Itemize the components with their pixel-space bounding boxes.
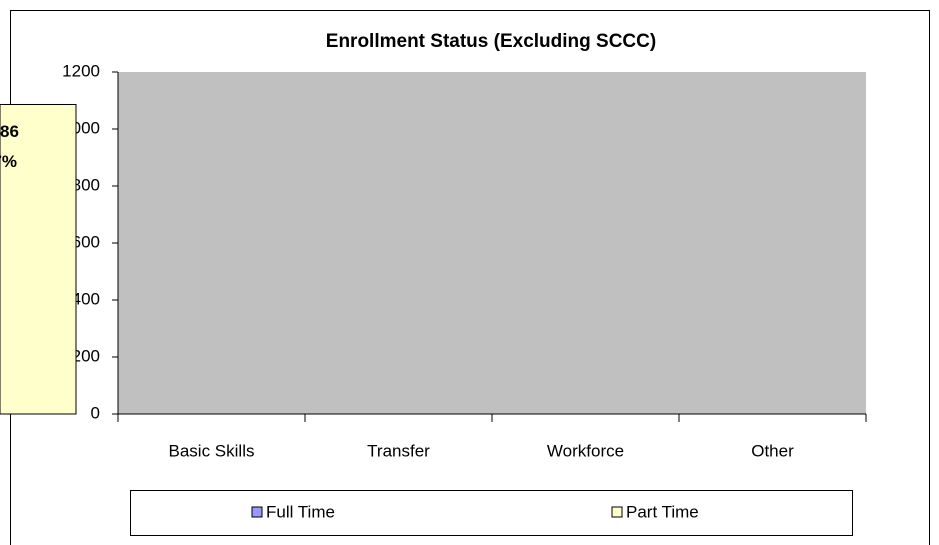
x-tick-label: Other (751, 441, 794, 460)
bar (0, 103, 77, 415)
legend-swatch (611, 506, 623, 518)
plot-area (118, 72, 866, 414)
x-tick-label: Basic Skills (169, 441, 255, 460)
y-tick-label: 800 (72, 175, 100, 194)
x-tick-label: Workforce (547, 441, 624, 460)
legend (130, 490, 853, 536)
y-tick-label: 600 (72, 232, 100, 251)
y-tick-label: 0 (91, 403, 100, 422)
y-tick-label: 200 (72, 346, 100, 365)
legend-label: Full Time (266, 502, 335, 521)
y-tick-label: 400 (72, 289, 100, 308)
x-tick-label: Transfer (367, 441, 430, 460)
y-tick-label: 1200 (62, 61, 100, 80)
legend-label: Part Time (626, 502, 699, 521)
chart-title: Enrollment Status (Excluding SCCC) (326, 31, 656, 52)
legend-swatch (251, 506, 263, 518)
percent-label: 97% (0, 152, 17, 171)
value-label: 1086 (0, 122, 19, 141)
